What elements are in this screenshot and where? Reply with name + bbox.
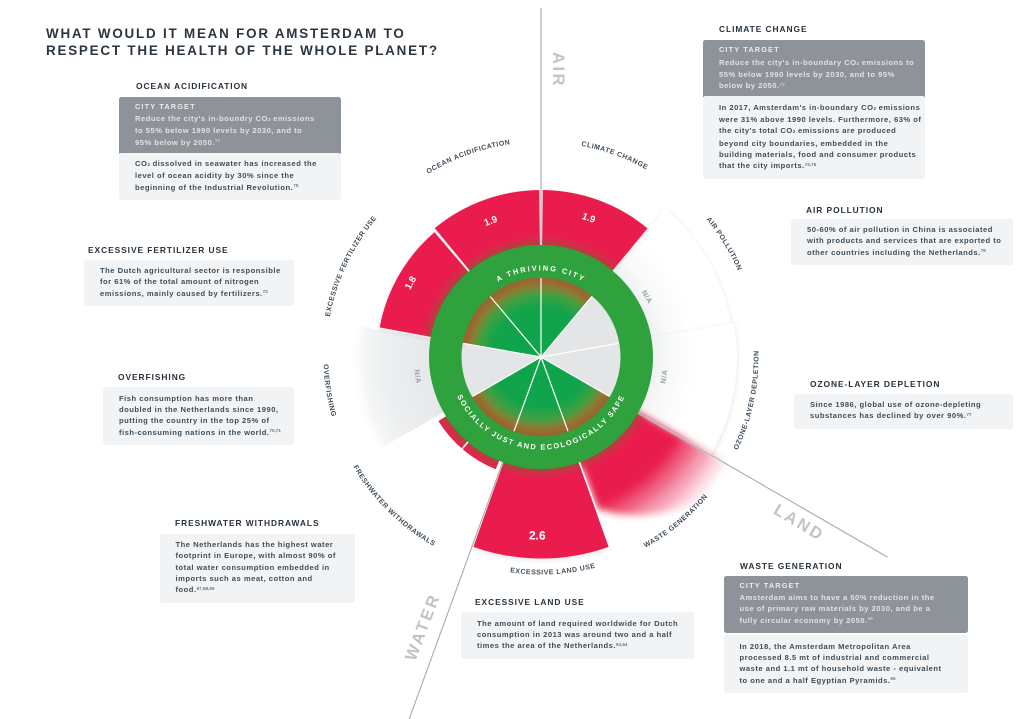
svg-text:1.9: 1.9	[483, 214, 499, 229]
svg-text:AIR: AIR	[549, 52, 567, 88]
svg-text:WATER: WATER	[402, 591, 444, 664]
svg-text:CLIMATE CHANGE: CLIMATE CHANGE	[581, 141, 649, 172]
svg-text:EXCESSIVE FERTILIZER USE: EXCESSIVE FERTILIZER USE	[325, 215, 379, 317]
svg-text:FRESHWATER WITHDRAWALS: FRESHWATER WITHDRAWALS	[352, 464, 437, 548]
svg-text:OZONE-LAYER DEPLETION: OZONE-LAYER DEPLETION	[733, 350, 761, 451]
svg-text:N/A: N/A	[658, 369, 669, 385]
svg-text:EXCESSIVE LAND USE: EXCESSIVE LAND USE	[510, 563, 597, 577]
svg-text:1.9: 1.9	[580, 211, 596, 226]
svg-text:LAND: LAND	[770, 501, 827, 545]
svg-text:AIR POLLUTION: AIR POLLUTION	[705, 216, 743, 272]
svg-text:2.6: 2.6	[529, 528, 546, 542]
svg-text:OCEAN ACIDIFICATION: OCEAN ACIDIFICATION	[426, 139, 511, 175]
svg-text:N/A: N/A	[412, 369, 423, 385]
svg-text:OVERFISHING: OVERFISHING	[322, 364, 337, 418]
